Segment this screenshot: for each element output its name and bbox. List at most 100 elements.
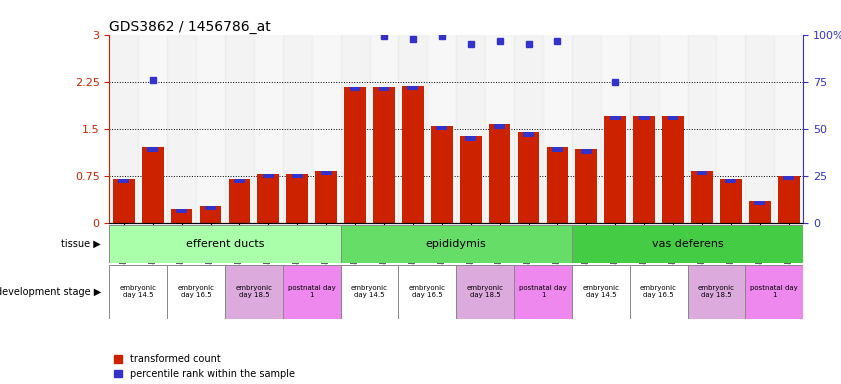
Bar [633, 116, 655, 223]
Bar [344, 87, 366, 223]
Text: epididymis: epididymis [426, 239, 487, 249]
Bar [225, 35, 254, 223]
Bar [518, 132, 539, 223]
Bar [575, 149, 597, 223]
Bar [407, 86, 418, 90]
Bar [572, 225, 803, 263]
Bar [427, 35, 456, 223]
Text: embryonic
day 14.5: embryonic day 14.5 [351, 285, 388, 298]
Bar [465, 136, 476, 141]
Text: GDS3862 / 1456786_at: GDS3862 / 1456786_at [109, 20, 271, 33]
Bar [373, 87, 394, 223]
Bar [257, 174, 279, 223]
Bar [726, 179, 737, 183]
Bar [687, 35, 717, 223]
Bar [638, 116, 649, 121]
Bar [341, 35, 369, 223]
Bar [552, 147, 563, 152]
Bar [456, 35, 485, 223]
Bar [147, 147, 158, 152]
Bar [109, 35, 138, 223]
Bar [283, 35, 312, 223]
Bar [254, 35, 283, 223]
Text: embryonic
day 18.5: embryonic day 18.5 [235, 285, 272, 298]
Bar [287, 174, 308, 223]
Bar [369, 35, 399, 223]
Bar [691, 170, 713, 223]
Text: postnatal day
1: postnatal day 1 [750, 285, 798, 298]
Bar [341, 225, 572, 263]
Text: embryonic
day 14.5: embryonic day 14.5 [582, 285, 619, 298]
Bar [113, 179, 135, 223]
Bar [485, 35, 514, 223]
Bar [378, 87, 389, 91]
Bar [399, 35, 427, 223]
Bar [350, 87, 361, 91]
Text: tissue ▶: tissue ▶ [61, 239, 101, 249]
Bar [402, 86, 424, 223]
Bar [312, 35, 341, 223]
Text: vas deferens: vas deferens [652, 239, 723, 249]
Bar [315, 170, 337, 223]
Bar [523, 132, 534, 137]
Bar [456, 265, 514, 319]
Bar [668, 116, 679, 121]
Bar [436, 126, 447, 130]
Bar [109, 225, 341, 263]
Bar [263, 174, 274, 178]
Text: development stage ▶: development stage ▶ [0, 287, 101, 297]
Bar [489, 124, 510, 223]
Text: embryonic
day 16.5: embryonic day 16.5 [409, 285, 446, 298]
Bar [605, 116, 626, 223]
Bar [600, 35, 630, 223]
Bar [171, 209, 193, 223]
Bar [199, 206, 221, 223]
Bar [775, 35, 803, 223]
Bar [547, 147, 569, 223]
Bar [283, 265, 341, 319]
Bar [745, 265, 803, 319]
Text: embryonic
day 14.5: embryonic day 14.5 [119, 285, 156, 298]
Bar [572, 265, 630, 319]
Bar [167, 265, 225, 319]
Bar [460, 136, 482, 223]
Bar [205, 206, 216, 210]
Bar [142, 147, 163, 223]
Bar [778, 176, 800, 223]
Bar [109, 265, 167, 319]
Bar [320, 170, 331, 175]
Legend: transformed count, percentile rank within the sample: transformed count, percentile rank withi… [114, 354, 294, 379]
Bar [514, 35, 543, 223]
Text: embryonic
day 18.5: embryonic day 18.5 [698, 285, 735, 298]
Bar [630, 265, 687, 319]
Text: embryonic
day 16.5: embryonic day 16.5 [177, 285, 214, 298]
Bar [176, 209, 187, 214]
Bar [630, 35, 659, 223]
Bar [431, 126, 452, 223]
Bar [717, 35, 745, 223]
Bar [572, 35, 600, 223]
Bar [754, 201, 765, 205]
Text: embryonic
day 16.5: embryonic day 16.5 [640, 285, 677, 298]
Bar [196, 35, 225, 223]
Bar [341, 265, 399, 319]
Bar [783, 176, 794, 180]
Bar [138, 35, 167, 223]
Bar [119, 179, 130, 183]
Bar [610, 116, 621, 121]
Bar [662, 116, 684, 223]
Bar [495, 124, 505, 129]
Text: postnatal day
1: postnatal day 1 [519, 285, 567, 298]
Bar [720, 179, 742, 223]
Bar [696, 170, 707, 175]
Bar [581, 149, 592, 154]
Bar [399, 265, 456, 319]
Bar [229, 179, 251, 223]
Bar [543, 35, 572, 223]
Bar [687, 265, 745, 319]
Bar [225, 265, 283, 319]
Bar [167, 35, 196, 223]
Bar [514, 265, 572, 319]
Text: efferent ducts: efferent ducts [186, 239, 264, 249]
Bar [234, 179, 245, 183]
